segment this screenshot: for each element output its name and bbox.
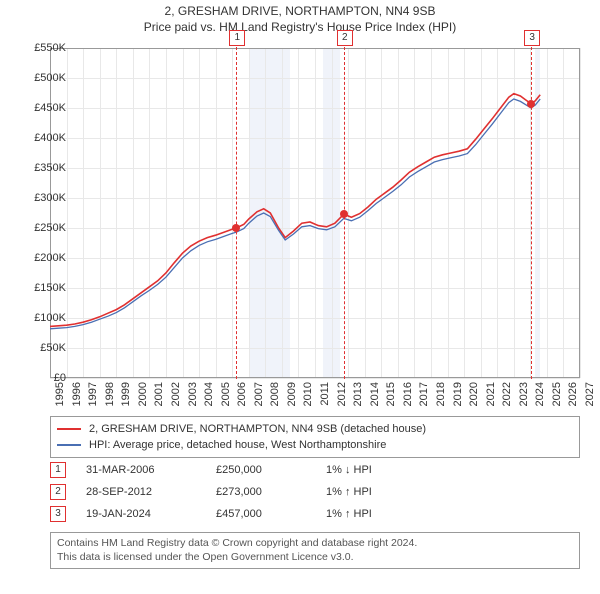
x-tick-label: 2020 <box>468 382 480 406</box>
x-tick-label: 2013 <box>352 382 364 406</box>
x-tick-label: 2025 <box>551 382 563 406</box>
x-tick-label: 2024 <box>534 382 546 406</box>
x-tick-label: 2010 <box>302 382 314 406</box>
y-tick-label: £100K <box>20 312 66 324</box>
chart-lines <box>50 48 580 378</box>
x-tick-label: 2015 <box>385 382 397 406</box>
y-tick-label: £500K <box>20 72 66 84</box>
x-tick-label: 2001 <box>153 382 165 406</box>
gridline-h <box>50 378 580 379</box>
y-tick-label: £300K <box>20 192 66 204</box>
x-tick-label: 2018 <box>435 382 447 406</box>
x-tick-label: 2027 <box>584 382 596 406</box>
gridline-v <box>580 48 581 378</box>
y-tick-label: £50K <box>20 342 66 354</box>
x-tick-label: 1997 <box>87 382 99 406</box>
event-delta: 1% ↓ HPI <box>326 464 446 476</box>
y-tick-label: £200K <box>20 252 66 264</box>
x-tick-label: 2009 <box>286 382 298 406</box>
x-tick-label: 2022 <box>501 382 513 406</box>
event-delta: 1% ↑ HPI <box>326 508 446 520</box>
legend-label: 2, GRESHAM DRIVE, NORTHAMPTON, NN4 9SB (… <box>89 423 426 435</box>
x-tick-label: 2014 <box>369 382 381 406</box>
event-price: £273,000 <box>216 486 326 498</box>
marker-number-box: 2 <box>337 30 353 46</box>
y-tick-label: £250K <box>20 222 66 234</box>
x-tick-label: 2002 <box>170 382 182 406</box>
y-tick-label: £550K <box>20 42 66 54</box>
footer-line1: Contains HM Land Registry data © Crown c… <box>57 537 573 551</box>
x-tick-label: 1999 <box>120 382 132 406</box>
legend-swatch <box>57 444 81 446</box>
series-hpi <box>50 99 540 329</box>
y-tick-label: £450K <box>20 102 66 114</box>
chart-subtitle: Price paid vs. HM Land Registry's House … <box>0 20 600 34</box>
x-tick-label: 1996 <box>71 382 83 406</box>
legend-label: HPI: Average price, detached house, West… <box>89 439 386 451</box>
x-tick-label: 2004 <box>203 382 215 406</box>
legend-row: HPI: Average price, detached house, West… <box>57 437 573 453</box>
event-number-box: 1 <box>50 462 66 478</box>
footer-attribution: Contains HM Land Registry data © Crown c… <box>50 532 580 569</box>
x-tick-label: 2021 <box>485 382 497 406</box>
legend-row: 2, GRESHAM DRIVE, NORTHAMPTON, NN4 9SB (… <box>57 421 573 437</box>
x-tick-label: 2019 <box>452 382 464 406</box>
x-tick-label: 2023 <box>518 382 530 406</box>
event-price: £457,000 <box>216 508 326 520</box>
event-row: 2 28-SEP-2012£273,0001% ↑ HPI <box>50 482 580 502</box>
legend: 2, GRESHAM DRIVE, NORTHAMPTON, NN4 9SB (… <box>50 416 580 458</box>
chart-area: 123 <box>50 48 580 378</box>
x-tick-label: 1995 <box>54 382 66 406</box>
event-date: 19-JAN-2024 <box>86 508 216 520</box>
event-number-box: 2 <box>50 484 66 500</box>
legend-swatch <box>57 428 81 430</box>
event-delta: 1% ↑ HPI <box>326 486 446 498</box>
x-tick-label: 2026 <box>567 382 579 406</box>
x-tick-label: 2006 <box>236 382 248 406</box>
event-date: 31-MAR-2006 <box>86 464 216 476</box>
event-row: 1 31-MAR-2006£250,0001% ↓ HPI <box>50 460 580 480</box>
x-tick-label: 2000 <box>137 382 149 406</box>
event-row: 3 19-JAN-2024£457,0001% ↑ HPI <box>50 504 580 524</box>
x-tick-label: 2007 <box>253 382 265 406</box>
x-tick-label: 2016 <box>402 382 414 406</box>
series-price_paid <box>50 94 540 327</box>
x-tick-label: 2017 <box>418 382 430 406</box>
x-tick-label: 2011 <box>319 382 331 406</box>
x-tick-label: 1998 <box>104 382 116 406</box>
x-tick-label: 2005 <box>220 382 232 406</box>
marker-line <box>236 47 237 379</box>
marker-line <box>531 47 532 379</box>
x-tick-label: 2003 <box>187 382 199 406</box>
event-table: 1 31-MAR-2006£250,0001% ↓ HPI 2 28-SEP-2012… <box>50 458 580 524</box>
event-price: £250,000 <box>216 464 326 476</box>
marker-number-box: 1 <box>229 30 245 46</box>
y-tick-label: £400K <box>20 132 66 144</box>
y-tick-label: £350K <box>20 162 66 174</box>
marker-dot <box>527 100 535 108</box>
marker-number-box: 3 <box>524 30 540 46</box>
marker-dot <box>232 224 240 232</box>
x-tick-label: 2008 <box>269 382 281 406</box>
marker-dot <box>340 210 348 218</box>
chart-title: 2, GRESHAM DRIVE, NORTHAMPTON, NN4 9SB <box>0 4 600 18</box>
y-tick-label: £150K <box>20 282 66 294</box>
event-number-box: 3 <box>50 506 66 522</box>
x-tick-label: 2012 <box>336 382 348 406</box>
event-date: 28-SEP-2012 <box>86 486 216 498</box>
footer-line2: This data is licensed under the Open Gov… <box>57 551 573 565</box>
